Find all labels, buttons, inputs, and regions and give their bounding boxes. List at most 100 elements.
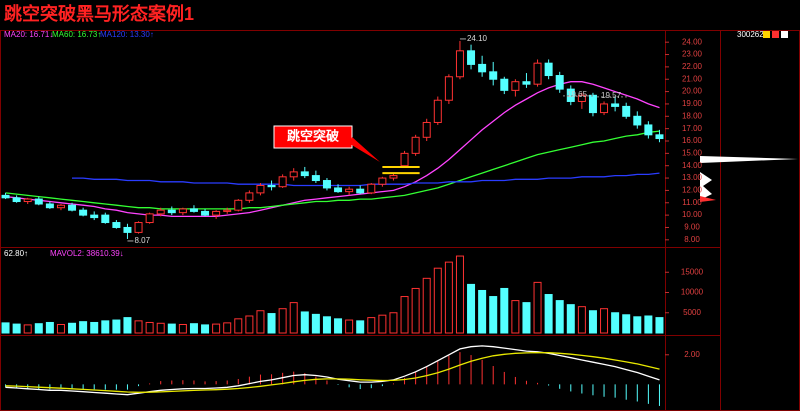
candle-body [500,78,509,91]
candle-body [444,76,453,101]
y-tick-label: 20.00 [682,87,703,96]
candle-body [256,184,265,194]
volume-bar [112,319,121,334]
volume-bar [23,324,32,334]
volume-bar [101,320,110,334]
candle-body [234,199,243,211]
volume-bar [577,306,586,334]
volume-bar [322,316,331,334]
volume-bar [544,294,553,334]
candle-body [334,187,343,193]
volume-bar [201,324,210,334]
level-label: 19.65 [567,90,588,99]
candle-body [34,198,43,205]
volume-bar [588,310,597,334]
candle-body [533,62,542,85]
candle-body [522,81,531,85]
volume-bar [245,315,254,334]
y-tick-label: 18.00 [682,111,703,120]
volume-bar [433,267,442,334]
candle-body [300,171,309,177]
macd-line [5,351,660,393]
volume-bar [45,321,54,334]
volume-bar [644,315,653,334]
volume-bar [212,323,221,334]
candle-body [555,75,564,90]
chip-distribution [700,156,798,163]
volume-bar [500,287,509,334]
icon[interactable] [781,31,788,38]
candle-body [134,222,143,233]
y-tick-label: 16.00 [682,136,703,145]
candle-body [577,94,586,102]
volume-bar [411,287,420,334]
volume-bar [189,323,198,334]
y-tick-label: 15.00 [682,148,703,157]
candle-body [600,103,609,114]
y-tick-label: 21.00 [682,74,703,83]
candle-body [101,214,110,224]
candle-body [389,175,398,179]
candle-body [566,88,575,102]
ma-line [5,81,660,218]
volume-bar [123,317,132,334]
y-tick-label: 11.00 [682,198,702,207]
volume-bar [311,313,320,334]
volume-bar [145,321,154,334]
candle-body [289,171,298,178]
volume-bar [522,302,531,334]
y-tick-label: 17.00 [682,124,703,133]
candle-body [644,124,653,136]
candle-body [145,213,154,224]
candle-body [378,177,387,185]
volume-bar [79,321,88,334]
candle-body [178,208,187,214]
icon[interactable] [763,31,770,38]
volume-bar [267,313,276,334]
volume-bar [389,312,398,334]
candle-body [12,197,21,203]
y-tick-label: 10.00 [682,210,703,219]
y-tick-label: 10000 [681,288,704,297]
y-tick-label: 12.00 [682,186,703,195]
candle-body [611,103,620,107]
candle-body [123,226,132,233]
candle-body [544,62,553,77]
candle-body [655,134,664,140]
annotation: 24.10 [467,34,488,43]
volume-bar [134,320,143,334]
volume-bar [511,300,520,334]
volume-bar [622,314,631,334]
stock-code: 300262 [737,30,764,39]
chart-title: 跳空突破黑马形态案例1 [4,3,194,24]
y-tick-label: 13.00 [682,173,703,182]
y-tick-label: 19.00 [682,99,703,108]
volume-bar [167,323,176,334]
candle-body [1,194,10,199]
volume-bar [600,308,609,334]
volume-bar [489,296,498,334]
y-tick-label: 9.00 [684,223,700,232]
candle-body [278,176,287,188]
volume-bar [378,314,387,334]
candle-body [112,222,121,228]
y-tick-label: 23.00 [682,50,703,59]
candle-body [422,121,431,138]
icon[interactable] [772,31,779,38]
volume-bar [278,308,287,334]
candle-body [167,209,176,214]
macd-line [5,345,660,396]
volume-bar [223,322,232,334]
candle-body [455,50,464,78]
candle-body [467,50,476,65]
volume-bar [455,255,464,334]
candle-body [156,209,165,215]
y-tick-label: 22.00 [682,62,703,71]
candle-body [267,184,276,188]
candle-body [367,183,376,194]
y-tick-label: 24.00 [682,37,703,46]
candle-body [511,81,520,91]
candle-body [478,63,487,73]
chip-distribution [700,172,712,200]
y-tick-label: 5000 [683,308,701,317]
